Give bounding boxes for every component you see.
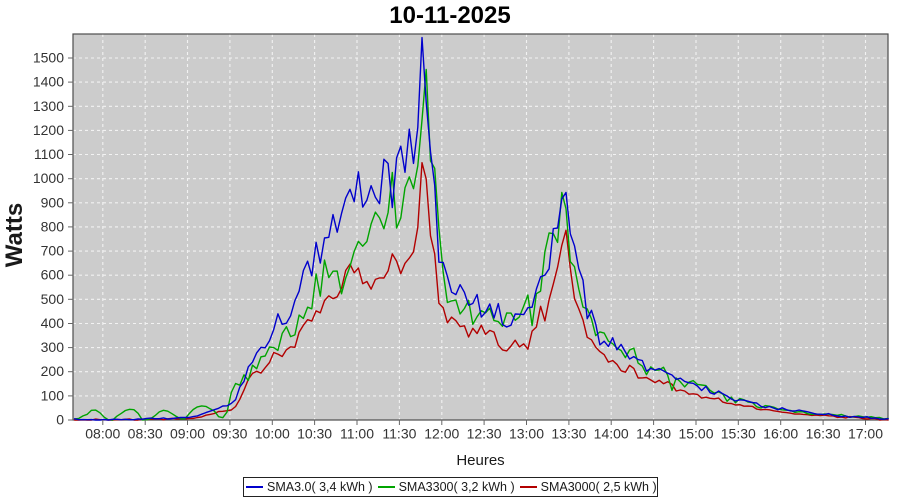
- svg-text:1300: 1300: [33, 98, 64, 114]
- svg-text:1000: 1000: [33, 170, 64, 186]
- svg-text:10:00: 10:00: [255, 426, 290, 442]
- svg-text:08:00: 08:00: [85, 426, 120, 442]
- svg-text:1500: 1500: [33, 50, 64, 66]
- svg-text:15:30: 15:30: [721, 426, 756, 442]
- svg-text:15:00: 15:00: [678, 426, 713, 442]
- svg-text:700: 700: [41, 243, 65, 259]
- svg-text:09:30: 09:30: [212, 426, 247, 442]
- svg-text:600: 600: [41, 267, 65, 283]
- svg-text:1200: 1200: [33, 122, 64, 138]
- svg-text:0: 0: [56, 412, 64, 428]
- svg-text:300: 300: [41, 339, 65, 355]
- svg-text:17:00: 17:00: [848, 426, 883, 442]
- svg-text:11:00: 11:00: [340, 426, 374, 442]
- svg-text:1400: 1400: [33, 74, 64, 90]
- svg-text:08:30: 08:30: [128, 426, 163, 442]
- svg-text:200: 200: [41, 363, 65, 379]
- svg-text:12:00: 12:00: [424, 426, 459, 442]
- svg-text:16:00: 16:00: [763, 426, 798, 442]
- svg-text:12:30: 12:30: [467, 426, 502, 442]
- svg-text:800: 800: [41, 218, 65, 234]
- svg-text:09:00: 09:00: [170, 426, 205, 442]
- svg-text:400: 400: [41, 315, 65, 331]
- svg-text:14:30: 14:30: [636, 426, 671, 442]
- svg-text:900: 900: [41, 194, 65, 210]
- svg-text:11:30: 11:30: [382, 426, 416, 442]
- svg-text:13:30: 13:30: [551, 426, 586, 442]
- svg-text:1100: 1100: [34, 146, 64, 162]
- svg-text:500: 500: [41, 291, 65, 307]
- svg-text:14:00: 14:00: [594, 426, 629, 442]
- svg-text:10:30: 10:30: [297, 426, 332, 442]
- svg-text:100: 100: [41, 387, 65, 403]
- svg-text:13:00: 13:00: [509, 426, 544, 442]
- svg-text:16:30: 16:30: [806, 426, 841, 442]
